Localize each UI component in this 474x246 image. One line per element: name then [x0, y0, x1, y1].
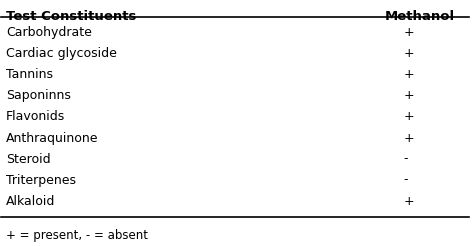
Text: Flavonids: Flavonids [6, 110, 65, 123]
Text: Tannins: Tannins [6, 68, 53, 81]
Text: +: + [403, 68, 414, 81]
Text: + = present, - = absent: + = present, - = absent [6, 229, 148, 242]
Text: +: + [403, 195, 414, 208]
Text: -: - [403, 153, 408, 166]
Text: +: + [403, 90, 414, 103]
Text: Anthraquinone: Anthraquinone [6, 132, 99, 144]
Text: Carbohydrate: Carbohydrate [6, 27, 92, 39]
Text: Saponinns: Saponinns [6, 90, 71, 103]
Text: Methanol: Methanol [384, 10, 455, 23]
Text: Steroid: Steroid [6, 153, 51, 166]
Text: Triterpenes: Triterpenes [6, 173, 76, 186]
Text: +: + [403, 132, 414, 144]
Text: -: - [403, 173, 408, 186]
Text: Cardiac glycoside: Cardiac glycoside [6, 47, 117, 61]
Text: Test Constituents: Test Constituents [6, 10, 137, 23]
Text: +: + [403, 47, 414, 61]
Text: +: + [403, 110, 414, 123]
Text: Alkaloid: Alkaloid [6, 195, 55, 208]
Text: +: + [403, 27, 414, 39]
